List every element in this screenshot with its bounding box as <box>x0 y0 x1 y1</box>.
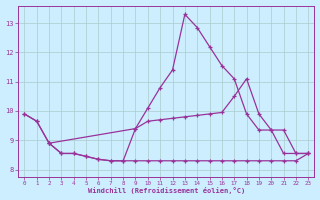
X-axis label: Windchill (Refroidissement éolien,°C): Windchill (Refroidissement éolien,°C) <box>88 187 245 194</box>
